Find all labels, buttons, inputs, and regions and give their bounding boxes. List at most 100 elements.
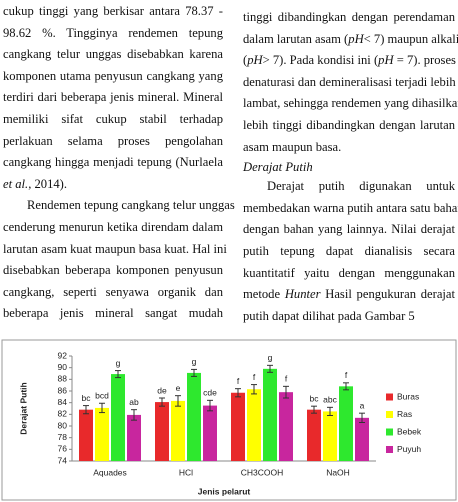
legend-label: Buras [397, 391, 419, 401]
bar [231, 392, 245, 461]
y-tick-label: 88 [58, 374, 68, 384]
text-segment: pH [348, 31, 364, 46]
text-segment: = 7). proses [393, 53, 456, 68]
significance-letter: de [157, 385, 167, 395]
bar [79, 409, 93, 461]
legend-swatch [386, 411, 393, 418]
significance-letter: ab [129, 397, 139, 407]
text-line: larutan asam kuat maupun basa kuat. Hal … [3, 241, 227, 256]
text-line: Rendemen tepung cangkang telur unggas [27, 198, 235, 213]
text-line: et al., 2014). [3, 174, 223, 196]
chart-frame [1, 339, 457, 501]
text-line: lambat, sehingga rendemen yang dihasilka… [243, 96, 458, 111]
text-line: membedakan warna putih antara satu bahan [243, 200, 458, 215]
text-segment: pH [378, 53, 394, 68]
text-line: putih tepung dapat dianalisis secara [243, 243, 455, 258]
bar [127, 414, 141, 461]
text-line: denaturasi dan demineralisasi terjadi le… [243, 74, 456, 89]
bar [155, 402, 169, 461]
text-line: putih dapat dilihat pada Gambar 5 [243, 308, 415, 323]
y-tick-label: 78 [58, 432, 68, 442]
significance-letter: g [192, 357, 197, 367]
y-axis-label: Derajat Putih [18, 382, 28, 434]
bar [263, 368, 277, 461]
significance-letter: cde [203, 388, 217, 398]
significance-letter: a [360, 400, 365, 410]
text-line: dalam larutan asam (pH< 7) maupun alkali [243, 29, 458, 51]
y-tick-label: 76 [58, 444, 68, 454]
text-segment: < 7) maupun alkali [363, 31, 458, 46]
section-heading: Derajat Putih [243, 160, 313, 175]
bar [111, 374, 125, 461]
text-line: metode Hunter Hasil pengukuran derajat [243, 284, 455, 306]
text-line: komponen utama penyusun cangkang yang [3, 68, 223, 83]
legend-label: Ras [397, 409, 412, 419]
text-line: (pH> 7). Pada kondisi ini (pH = 7). pros… [243, 50, 456, 72]
bar [95, 407, 109, 461]
text-line: cukup tinggi yang berkisar antara 78.37 … [3, 4, 223, 18]
text-line: cangkang, seperti senyawa organik dan [3, 284, 223, 299]
significance-letter: g [116, 358, 121, 368]
significance-letter: bc [82, 393, 92, 403]
text-line: tinggi dibandingkan dengan perendaman [243, 10, 455, 24]
legend-label: Puyuh [397, 444, 421, 454]
y-tick-label: 86 [58, 385, 68, 395]
text-line: cenderung menurun ketika direndam dalam [3, 219, 223, 234]
bar [355, 417, 369, 461]
x-tick-label: HCl [179, 467, 193, 477]
x-axis-label: Jenis pelarut [198, 486, 251, 496]
bar [323, 411, 337, 461]
text-segment: > 7). Pada kondisi ini ( [262, 53, 379, 68]
text-line: Derajat putih digunakan untuk [267, 179, 455, 194]
text-segment: metode [243, 287, 285, 302]
right-column: tinggi dibandingkan dengan perendaman dal… [243, 7, 458, 327]
text-segment: et al. [3, 176, 29, 191]
significance-letter: bcd [95, 391, 109, 401]
y-tick-label: 84 [58, 397, 68, 407]
text-line: asam maupun basa. [243, 139, 342, 154]
text-line: disebabkan beberapa komponen penyusun [3, 263, 223, 278]
text-segment: ( [243, 53, 248, 68]
text-segment: dalam larutan asam ( [243, 31, 349, 46]
y-tick-label: 90 [58, 362, 68, 372]
y-tick-label: 82 [58, 409, 68, 419]
text-line: beberapa jenis mineral sangat mudah [3, 306, 223, 321]
y-tick-label: 92 [58, 350, 68, 360]
text-line: cangkang hingga menjadi tepung (Nurlaela [3, 155, 223, 170]
text-line: cangkang telur unggas disebabkan karena [3, 47, 223, 62]
y-tick-label: 74 [58, 455, 68, 465]
legend-swatch [386, 446, 393, 453]
legend-swatch [386, 428, 393, 436]
left-column: cukup tinggi yang berkisar antara 78.37 … [3, 1, 235, 325]
legend-label: Bebek [397, 426, 422, 436]
bar [279, 392, 293, 461]
significance-letter: bc [310, 393, 320, 403]
text-segment: , 2014). [28, 176, 68, 191]
bar [247, 389, 261, 461]
significance-letter: f [285, 374, 288, 384]
significance-letter: f [237, 376, 240, 386]
bar [171, 400, 185, 461]
x-tick-label: NaOH [326, 467, 350, 477]
text-segment: Hunter [284, 287, 321, 302]
text-segment: pH [247, 53, 263, 68]
y-tick-label: 80 [58, 420, 68, 430]
bar [307, 409, 321, 461]
bar [203, 405, 217, 461]
significance-letter: g [268, 353, 273, 363]
text-line: dengan bahan yang lainnya. Nilai derajat [243, 222, 455, 237]
significance-letter: abc [323, 395, 337, 405]
text-line: memiliki sifat cukup stabil terhadap [3, 111, 223, 126]
text-line: lebih tinggi dibandingkan dengan larutan [243, 117, 455, 132]
text-segment: Hasil pengukuran derajat [320, 287, 455, 302]
x-tick-label: CH3COOH [241, 467, 284, 477]
significance-letter: f [253, 372, 256, 382]
text-line: 98.62 %. Tingginya rendemen tepung [3, 25, 223, 40]
legend-swatch [386, 393, 393, 401]
text-line: kuantitatif yaitu dengan menggunakan [243, 265, 455, 280]
text-line: terdiri dari beberapa jenis mineral. Min… [3, 90, 223, 105]
bar [187, 372, 201, 461]
significance-letter: e [176, 383, 181, 393]
